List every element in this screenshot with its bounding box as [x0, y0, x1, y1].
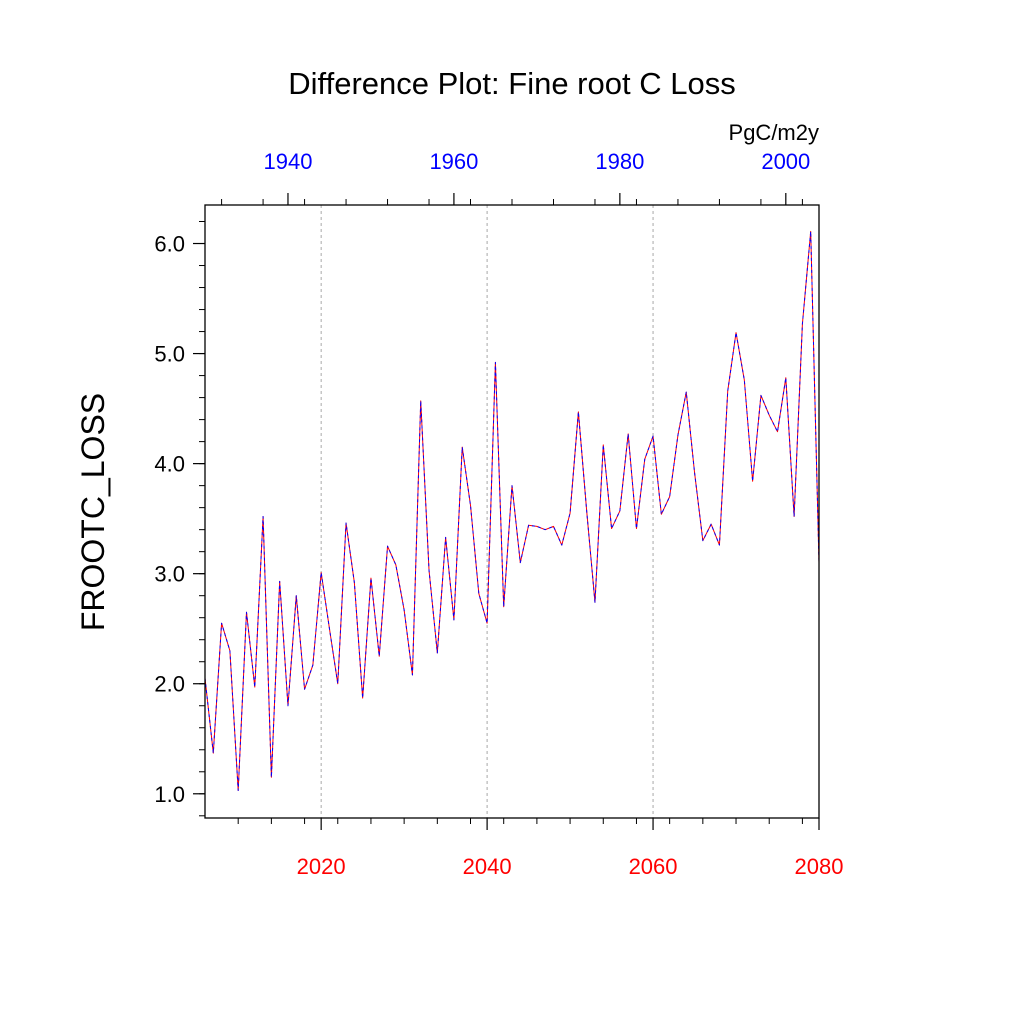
y-tick-label: 5.0 [154, 342, 185, 367]
series-line-top [204, 230, 820, 791]
y-tick-label: 2.0 [154, 672, 185, 697]
y-tick-label: 3.0 [154, 562, 185, 587]
series-layer [204, 230, 820, 791]
grid-lines [320, 205, 654, 818]
y-tick-label: 6.0 [154, 232, 185, 257]
tick-marks [193, 193, 820, 830]
chart-title: Difference Plot: Fine root C Loss [288, 66, 735, 101]
x-top-tick-label: 1940 [263, 149, 312, 174]
series-line-bottom [204, 230, 820, 791]
y-tick-label: 1.0 [154, 782, 185, 807]
x-top-tick-label: 1980 [595, 149, 644, 174]
x-top-tick-label: 2000 [761, 149, 810, 174]
plot-frame [204, 204, 820, 819]
x-top-tick-label: 1960 [429, 149, 478, 174]
x-bottom-tick-label: 2060 [629, 854, 678, 879]
tick-labels: 1.0 2.0 3.0 4.0 5.0 6.0 2020 2040 2060 2080 1940 19… [154, 149, 843, 879]
x-bottom-tick-label: 2040 [463, 854, 512, 879]
y-tick-label: 4.0 [154, 452, 185, 477]
x-bottom-tick-label: 2080 [795, 854, 844, 879]
x-bottom-tick-label: 2020 [297, 854, 346, 879]
units-label: PgC/m2y [729, 120, 819, 145]
y-axis-label: FROOTC_LOSS [75, 393, 111, 631]
